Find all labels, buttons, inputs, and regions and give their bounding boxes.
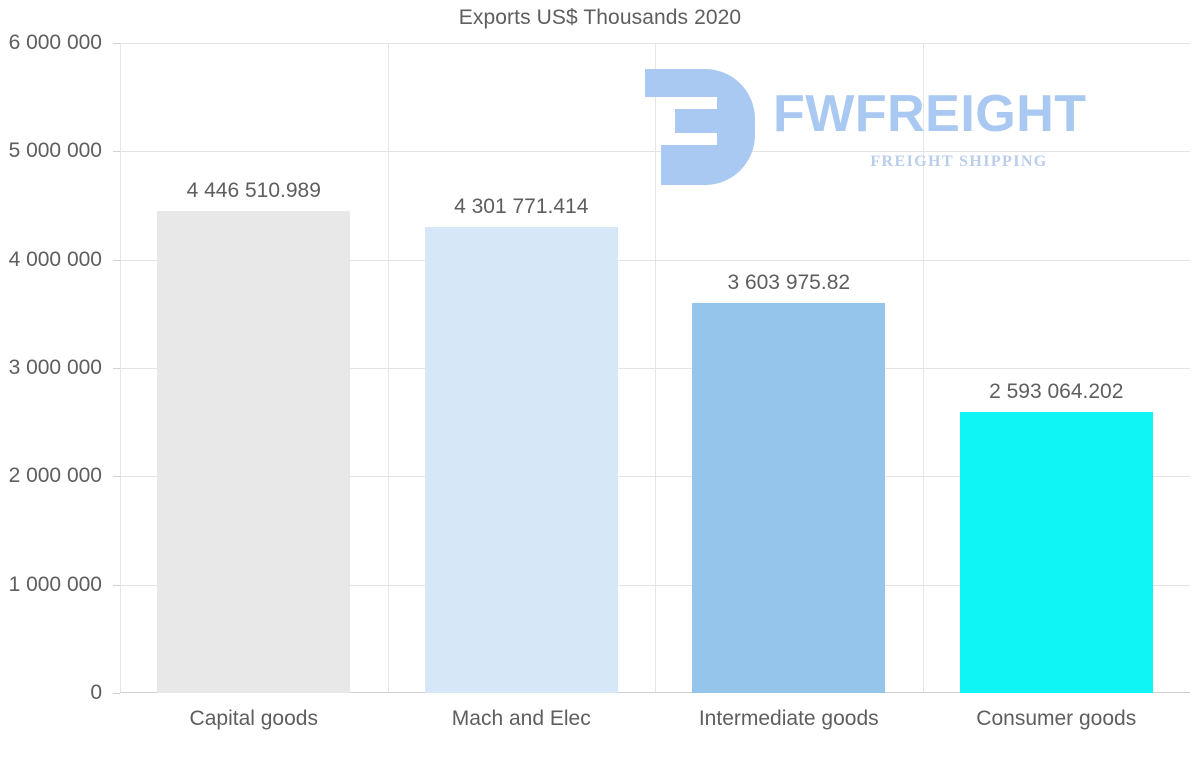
- gridline-vertical: [120, 43, 121, 693]
- y-axis-tick-mark: [113, 476, 120, 478]
- bar-value-label: 2 593 064.202: [989, 380, 1124, 404]
- gridline-vertical: [923, 43, 924, 693]
- bar-value-label: 4 301 771.414: [454, 194, 589, 218]
- y-axis-tick-label: 5 000 000: [8, 139, 102, 163]
- y-axis-tick-label: 1 000 000: [8, 572, 102, 596]
- bar[interactable]: [959, 412, 1153, 693]
- bar-value-label: 4 446 510.989: [186, 179, 321, 203]
- plot-area: 0 1 000 000 2 000 000 3 000 000 4 000 000 5 0…: [9, 31, 1190, 730]
- y-axis-tick-label: 3 000 000: [8, 356, 102, 379]
- y-axis-tick-mark: [113, 43, 120, 44]
- bar[interactable]: [424, 226, 618, 693]
- x-axis-tick-label: Capital goods: [189, 707, 318, 730]
- bar[interactable]: [157, 211, 351, 693]
- y-axis-tick-label: 6 000 000: [8, 31, 102, 54]
- y-axis-tick-label: 4 000 000: [8, 247, 102, 271]
- y-axis-tick-mark: [113, 693, 120, 694]
- y-axis-tick-label: 2 000 000: [8, 464, 102, 488]
- y-axis-tick-mark: [113, 151, 120, 153]
- y-axis-tick-mark: [113, 368, 120, 369]
- y-axis-tick-mark: [113, 584, 120, 586]
- x-axis-tick-label: Mach and Elec: [451, 707, 591, 730]
- x-axis-line: [120, 692, 1190, 693]
- y-axis-tick-label: 0: [90, 681, 102, 704]
- gridline-vertical: [655, 43, 656, 693]
- bar-value-label: 3 603 975.82: [727, 270, 851, 294]
- x-axis-tick-label: Consumer goods: [976, 707, 1137, 730]
- gridline-vertical: [388, 43, 389, 693]
- chart-title: Exports US$ Thousands 2020: [458, 6, 742, 29]
- y-axis-tick-mark: [113, 259, 120, 261]
- x-axis-tick-label: Intermediate goods: [698, 707, 879, 730]
- bar[interactable]: [692, 302, 886, 693]
